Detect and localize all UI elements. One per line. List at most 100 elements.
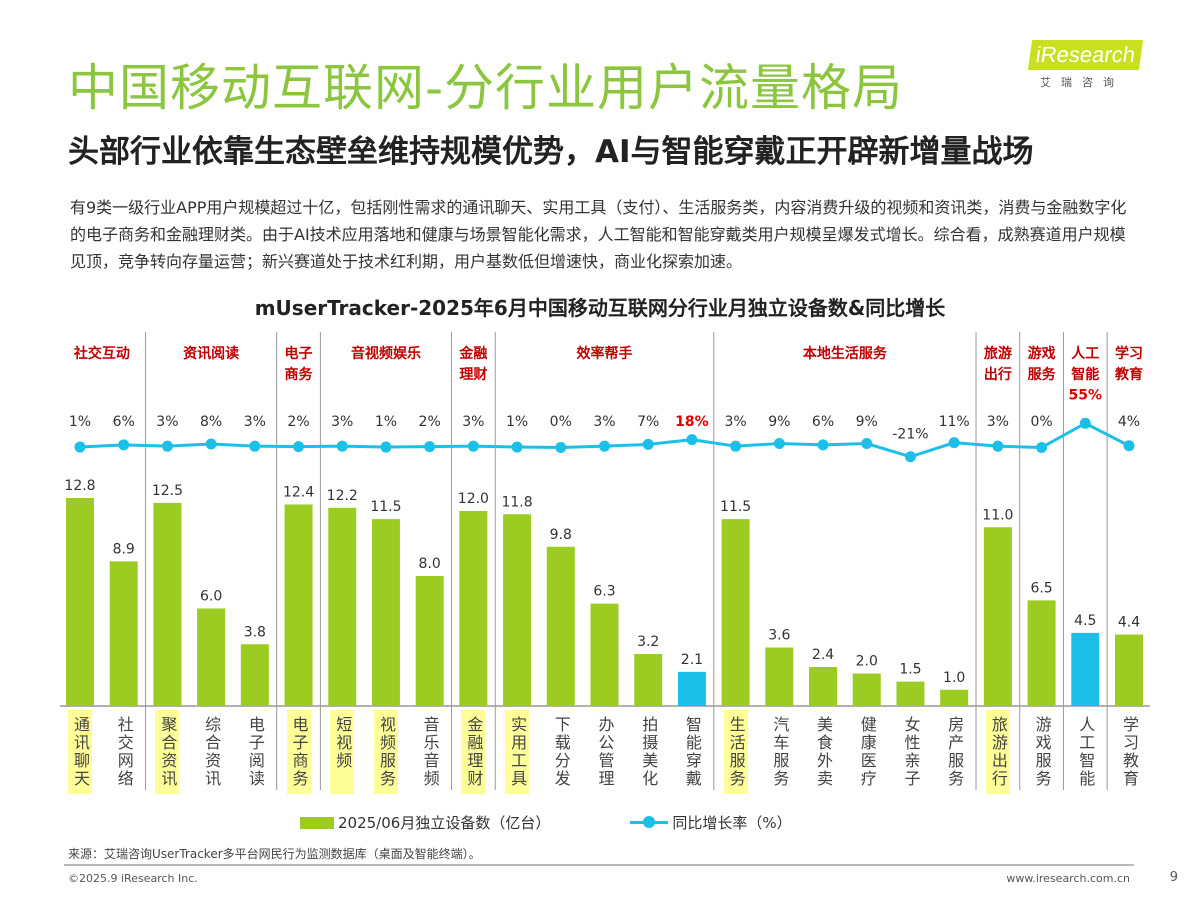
category-label: 学习教育 xyxy=(1120,716,1139,788)
legend-bar-swatch xyxy=(300,816,334,829)
growth-value-label: -21% xyxy=(892,427,928,443)
bar xyxy=(1027,600,1056,706)
bar xyxy=(66,498,94,706)
growth-value-label: 11% xyxy=(939,414,970,430)
group-label: 电子商务 xyxy=(284,346,313,383)
growth-point xyxy=(992,440,1004,452)
growth-value-label: 2% xyxy=(419,414,441,430)
category-label: 房产服务 xyxy=(945,716,965,788)
growth-point xyxy=(642,438,654,450)
category-label: 游戏服务 xyxy=(1032,716,1052,788)
growth-value-label: 3% xyxy=(462,414,484,430)
group-label: 金融理财 xyxy=(459,346,488,383)
bar xyxy=(852,673,881,706)
category-label-highlighted: 电子商务 xyxy=(286,710,311,794)
legend: 2025/06月独立设备数（亿台） 同比增长率（%） xyxy=(300,812,792,833)
growth-point xyxy=(773,438,785,450)
category-label: 电子阅读 xyxy=(245,716,265,788)
group-label: 音视频娱乐 xyxy=(350,346,421,362)
growth-value-label: 18% xyxy=(675,414,709,430)
growth-point xyxy=(555,442,567,453)
growth-point xyxy=(511,441,523,453)
bar-value-label: 9.8 xyxy=(550,527,572,543)
growth-point xyxy=(817,439,829,451)
category-label: 下载分发 xyxy=(551,716,571,788)
growth-point xyxy=(336,440,348,452)
category-label-highlighted: 聚合资讯 xyxy=(155,710,180,794)
bar xyxy=(809,667,838,706)
bar xyxy=(634,654,663,706)
growth-point xyxy=(205,438,217,450)
group-label: 效率帮手 xyxy=(576,346,633,362)
legend-line-label: 同比增长率（%） xyxy=(672,814,792,832)
bar-value-label: 12.5 xyxy=(152,483,183,499)
category-label-highlighted: 通讯聊天 xyxy=(68,710,92,794)
growth-value-label: 6% xyxy=(113,414,135,430)
category-label-highlighted: 视频服务 xyxy=(373,710,398,794)
growth-point xyxy=(1079,417,1091,429)
growth-point xyxy=(249,440,261,452)
bar xyxy=(328,507,357,706)
growth-value-label: 1% xyxy=(69,414,91,430)
growth-value-label: 2% xyxy=(287,414,309,430)
bar-value-label: 8.0 xyxy=(419,556,441,572)
bar xyxy=(284,504,313,706)
growth-value-label: 55% xyxy=(1069,387,1103,403)
copyright: ©2025.9 iResearch Inc. xyxy=(68,872,198,885)
bar xyxy=(240,644,269,706)
growth-value-label: 1% xyxy=(506,414,528,430)
growth-point xyxy=(599,440,610,452)
bar xyxy=(109,561,138,706)
group-label: 旅游出行 xyxy=(983,346,1012,383)
growth-point xyxy=(161,440,173,452)
group-label: 资讯阅读 xyxy=(183,346,240,362)
bar-value-label: 4.5 xyxy=(1074,613,1096,629)
bar-value-label: 11.5 xyxy=(370,499,401,515)
website-link[interactable]: www.iresearch.com.cn xyxy=(1006,872,1130,885)
bar xyxy=(677,671,706,706)
category-label: 美食外卖 xyxy=(814,716,834,788)
logo-subtext: 艾瑞咨询 xyxy=(1040,76,1124,89)
legend-item-line: 同比增长率（%） xyxy=(630,812,792,833)
growth-value-label: 3% xyxy=(725,414,747,430)
bar-value-label: 3.6 xyxy=(768,628,790,644)
growth-value-label: 4% xyxy=(1118,414,1140,430)
page-title: 中国移动互联网-分行业用户流量格局 xyxy=(68,59,904,117)
bar xyxy=(940,689,969,706)
growth-value-label: 3% xyxy=(156,414,178,430)
bar xyxy=(197,608,226,706)
bar-value-label: 8.9 xyxy=(113,541,135,557)
category-label-highlighted: 金融理财 xyxy=(461,710,486,794)
growth-value-label: 8% xyxy=(200,414,222,430)
growth-point xyxy=(1123,440,1135,452)
growth-point xyxy=(730,440,742,452)
bar-value-label: 11.8 xyxy=(501,494,532,510)
category-label: 办公管理 xyxy=(595,716,615,788)
bar-value-label: 12.4 xyxy=(283,485,314,501)
growth-value-label: 0% xyxy=(1030,414,1052,430)
bar-value-label: 6.3 xyxy=(593,584,615,600)
category-label: 智能穿戴 xyxy=(682,716,702,788)
footer-divider xyxy=(64,864,1134,866)
bar-value-label: 1.0 xyxy=(943,670,965,686)
category-label-highlighted: 实用工具 xyxy=(505,710,530,794)
category-label-highlighted: 短视频 xyxy=(330,710,355,794)
growth-value-label: 9% xyxy=(856,414,878,430)
bar-value-label: 3.8 xyxy=(244,624,266,640)
source-note: 来源：艾瑞咨询UserTracker多平台网民行为监测数据库（桌面及智能终端）。 xyxy=(68,847,481,861)
category-label-highlighted: 旅游出行 xyxy=(985,710,1010,794)
growth-point xyxy=(467,440,479,452)
bar xyxy=(153,502,182,706)
bar xyxy=(546,546,575,706)
chart-title: mUserTracker-2025年6月中国移动互联网分行业月独立设备数&同比增… xyxy=(254,296,946,320)
growth-value-label: 6% xyxy=(812,414,834,430)
group-label: 本地生活服务 xyxy=(802,346,887,362)
legend-bar-label: 2025/06月独立设备数（亿台） xyxy=(338,814,551,832)
growth-value-label: 7% xyxy=(637,414,659,430)
growth-point xyxy=(293,441,305,453)
bar xyxy=(1071,632,1100,706)
growth-point xyxy=(861,438,873,450)
growth-point xyxy=(74,441,86,453)
bar xyxy=(765,647,794,706)
